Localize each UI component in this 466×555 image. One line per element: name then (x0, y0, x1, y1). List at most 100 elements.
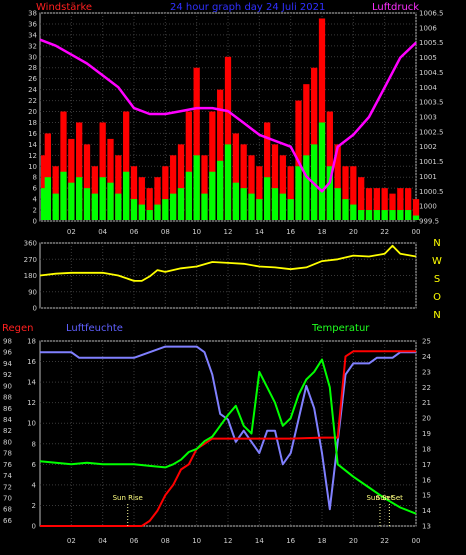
wind-gust-bar-41 (358, 177, 365, 220)
wind-gust-bar-1 (44, 133, 51, 220)
temp-tick-22: 22 (422, 384, 431, 392)
wind-speed-bar-28 (256, 199, 263, 220)
wind-gust-bar-47 (405, 188, 412, 220)
wind-speed-tick-28: 28 (28, 64, 37, 72)
wind-gust-bar-15 (154, 177, 161, 220)
wind-speed-bar-27 (248, 193, 255, 220)
wind-speed-bar-34 (303, 155, 310, 220)
wind-speed-tick-24: 24 (28, 86, 37, 94)
direction-label-0: N (433, 238, 440, 249)
wind-gust-bar-21 (201, 155, 208, 220)
wind-x-tick-14: 14 (255, 228, 264, 236)
climate-x-tick-16: 16 (286, 537, 295, 545)
pressure-tick-3: 1001 (419, 173, 437, 181)
rain-tick-12: 12 (27, 399, 36, 407)
wind-speed-bar-38 (334, 188, 341, 220)
wind-gust-bar-22 (209, 111, 216, 220)
pressure-tick-0: 999.5 (419, 218, 439, 226)
pressure-tick-1: 1000 (419, 203, 437, 211)
wind-speed-bar-47 (405, 210, 412, 220)
wind-speed-bar-4 (68, 182, 75, 220)
wind-speed-bar-18 (177, 188, 185, 220)
wind-speed-bar-16 (162, 199, 169, 220)
humidity-tick-92: 92 (3, 371, 12, 379)
wind-speed-tick-12: 12 (28, 152, 37, 160)
wind-x-tick-22: 22 (380, 228, 389, 236)
temp-tick-14: 14 (422, 507, 431, 515)
wind-speed-bar-1 (44, 177, 51, 220)
temp-tick-15: 15 (422, 492, 431, 500)
climate-x-tick-18: 18 (318, 537, 327, 545)
wind-gust-bar-12 (130, 166, 138, 220)
wind-gust-bar-19 (185, 111, 192, 220)
wind-gust-bar-34 (303, 84, 310, 220)
wind-gust-bar-18 (177, 144, 185, 220)
humidity-tick-86: 86 (3, 405, 12, 413)
wind-speed-bar-41 (358, 210, 365, 220)
wind-gust-bar-36 (318, 18, 326, 221)
dir-tick-270: 270 (24, 256, 37, 264)
temp-tick-24: 24 (422, 353, 431, 361)
rain-tick-8: 8 (32, 440, 36, 448)
wind-gust-bar-31 (279, 155, 286, 220)
wind-x-tick-00: 00 (412, 228, 421, 236)
wind-gust-bar-7 (91, 166, 98, 220)
wind-gust-bar-28 (256, 166, 263, 220)
pressure-tick-13: 1006 (419, 24, 437, 32)
climate-x-tick-04: 04 (98, 537, 107, 545)
wind-speed-bar-17 (170, 193, 177, 220)
series-lines (39, 38, 417, 527)
wind-gust-bar-4 (68, 138, 75, 220)
rain-tick-0: 0 (32, 523, 36, 531)
wind-x-tick-20: 20 (349, 228, 358, 236)
wind-speed-bar-29 (264, 177, 271, 220)
wind-speed-tick-36: 36 (28, 20, 37, 28)
humidity-tick-90: 90 (3, 382, 12, 390)
wind-speed-bar-48 (412, 215, 420, 220)
wind-gust-bar-8 (99, 122, 106, 220)
wind-speed-bar-39 (342, 199, 349, 220)
wind-x-tick-18: 18 (318, 228, 327, 236)
wind-speed-tick-38: 38 (28, 10, 37, 18)
wind-gust-bar-11 (123, 111, 130, 220)
wind-speed-tick-32: 32 (28, 42, 37, 50)
pressure-tick-14: 1006.5 (419, 10, 444, 18)
wind-x-tick-10: 10 (192, 228, 201, 236)
pressure-tick-7: 1003 (419, 114, 437, 122)
rain-tick-10: 10 (27, 420, 36, 428)
climate-x-tick-22: 22 (380, 537, 389, 545)
direction-label-2: S (434, 274, 440, 285)
wind-gust-bar-16 (162, 166, 169, 220)
pressure-tick-2: 1000.5 (419, 188, 444, 196)
wind-speed-bar-37 (326, 166, 333, 220)
rain-tick-4: 4 (32, 481, 37, 489)
wind-speed-bar-44 (381, 210, 388, 220)
wind-gust-bar-0 (41, 155, 48, 220)
temp-tick-20: 20 (422, 415, 431, 423)
humidity-tick-88: 88 (3, 394, 12, 402)
wind-gust-bar-40 (350, 166, 357, 220)
humidity-tick-94: 94 (3, 360, 12, 368)
wind-gust-bar-3 (60, 111, 67, 220)
wind-gust-bar-23 (217, 89, 224, 220)
wind-speed-bar-0 (41, 188, 48, 220)
wind-gust-bar-37 (326, 111, 333, 220)
wind-gust-bar-38 (334, 144, 341, 220)
wind-speed-bar-7 (91, 193, 98, 220)
wind-gust-bar-9 (107, 138, 114, 220)
rain-tick-16: 16 (27, 358, 36, 366)
temp-tick-19: 19 (422, 430, 431, 438)
temp-tick-18: 18 (422, 445, 431, 453)
climate-x-tick-10: 10 (192, 537, 201, 545)
wind-gust-bar-30 (271, 144, 279, 220)
humidity-tick-70: 70 (3, 494, 12, 502)
wind-gust-bar-27 (248, 155, 255, 220)
rain-tick-2: 2 (32, 502, 36, 510)
wind-gust-bar-45 (389, 193, 396, 220)
temp-tick-21: 21 (422, 399, 431, 407)
wind-speed-bar-33 (295, 166, 302, 220)
humidity-tick-82: 82 (3, 427, 12, 435)
